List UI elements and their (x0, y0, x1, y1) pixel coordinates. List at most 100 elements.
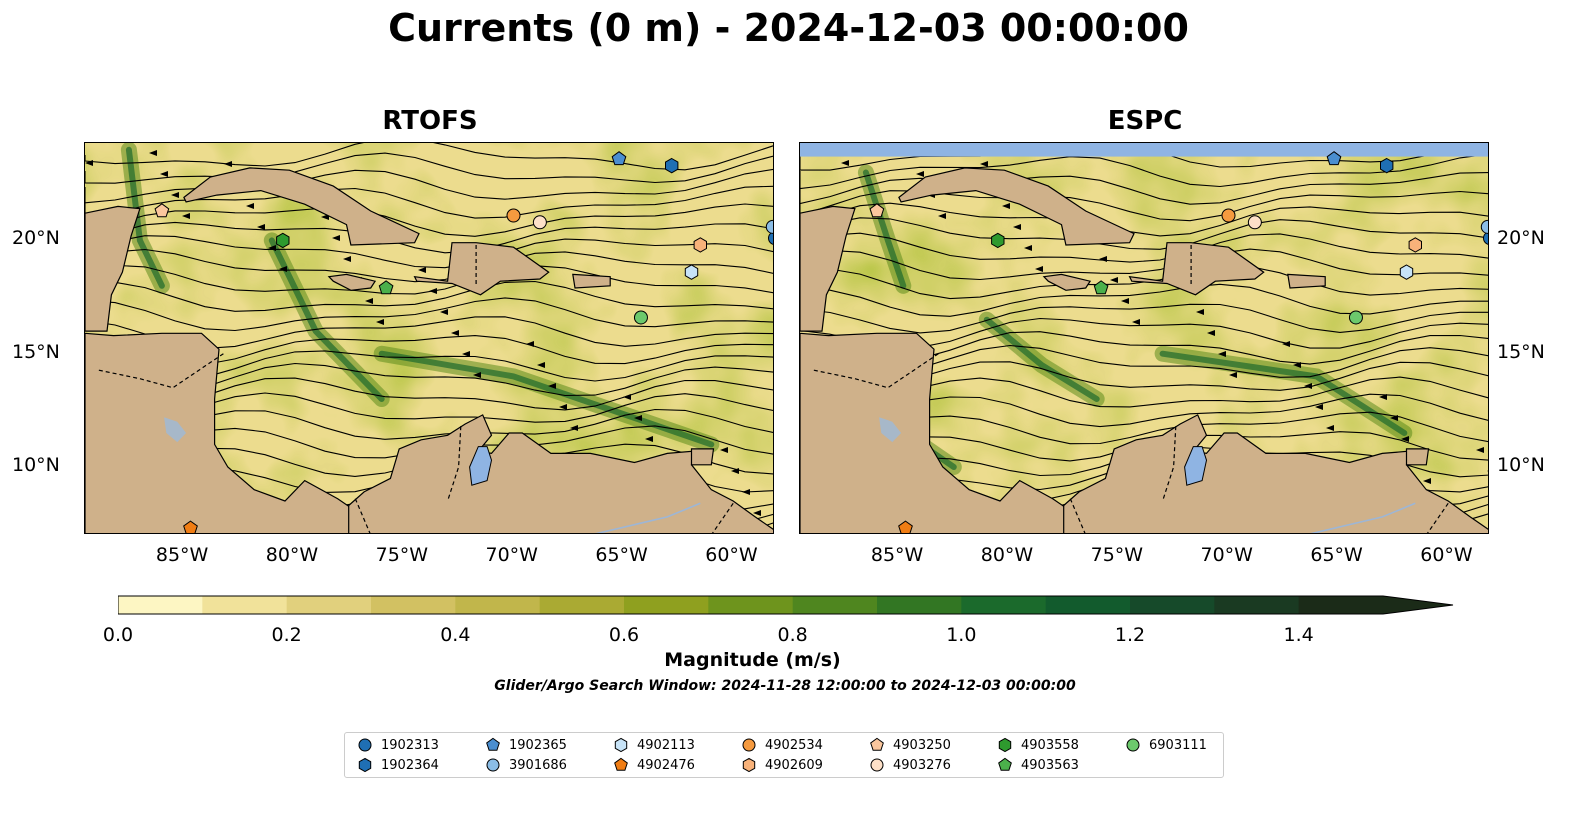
colorbar-segment (118, 596, 203, 614)
legend-label: 4903558 (1021, 737, 1079, 753)
float-legend: 1902313 1902364 1902365 3901686 4902113 49024… (344, 732, 1224, 778)
legend-label: 4902113 (637, 737, 695, 753)
colorbar-tick-label: 0.0 (102, 624, 134, 646)
lon-tick-label: 80°W (980, 544, 1034, 566)
float-marker-4902534 (1221, 208, 1236, 223)
lat-tick-label: 20°N (1497, 227, 1545, 250)
colorbar-segment (286, 596, 372, 614)
map-panel-rtofs (84, 142, 774, 534)
lon-tick-label: 70°W (485, 544, 538, 566)
legend-item: 6903111 (1125, 737, 1207, 753)
legend-label: 4903250 (893, 737, 951, 753)
legend-label: 4903276 (893, 757, 951, 773)
lat-tick-label: 10°N (12, 454, 60, 477)
colorbar-label: Magnitude (m/s) (664, 649, 841, 671)
lon-tick-label: 60°W (1420, 544, 1473, 566)
colorbar-segment (708, 596, 794, 614)
legend-marker-4902534 (742, 738, 756, 752)
legend-marker-1902313 (358, 738, 372, 752)
float-marker-4903563 (378, 280, 394, 295)
lon-tick-label: 85°W (155, 544, 209, 566)
lon-tick-label: 65°W (595, 544, 648, 566)
float-marker-4903276 (532, 215, 547, 230)
legend-label: 1902364 (381, 757, 439, 773)
legend-label: 3901686 (509, 757, 567, 773)
float-marker-1902365 (1326, 151, 1342, 166)
legend-item: 4902609 (741, 757, 823, 773)
colorbar-segment (961, 596, 1047, 614)
legend-item: 1902365 (485, 737, 567, 753)
colorbar-segment (792, 596, 878, 614)
float-marker-4902534 (506, 208, 521, 223)
float-marker-1902313 (1483, 231, 1488, 245)
lat-tick-label: 10°N (1497, 454, 1545, 477)
legend-item: 4903276 (869, 757, 951, 773)
legend-item: 4902476 (613, 757, 695, 773)
legend-item: 1902313 (357, 737, 439, 753)
panel-title-espc: ESPC (1107, 106, 1183, 136)
legend-marker-4902476 (614, 757, 628, 771)
colorbar-tick-label: 0.8 (777, 624, 808, 646)
float-marker-1902364 (665, 157, 679, 174)
lat-tick-label: 15°N (1497, 340, 1545, 363)
float-marker-4903276 (1247, 215, 1262, 230)
float-marker-4902609 (1408, 237, 1422, 253)
colorbar-segment (455, 596, 541, 614)
lon-tick-label: 75°W (1090, 544, 1144, 566)
legend-marker-1902364 (358, 757, 372, 773)
colorbar-tick-label: 0.4 (440, 624, 471, 646)
legend-label: 4903563 (1021, 757, 1079, 773)
float-marker-6903111 (633, 310, 648, 325)
legend-item: 4903250 (869, 737, 951, 753)
legend-item: 4903563 (997, 757, 1079, 773)
figure-title: Currents (0 m) - 2024-12-03 00:00:00 (388, 6, 1189, 50)
float-marker-4903250 (154, 203, 170, 218)
colorbar-segment (202, 596, 288, 614)
float-marker-4903250 (869, 203, 885, 218)
legend-marker-4903250 (870, 737, 884, 751)
float-marker-6903111 (1348, 310, 1363, 325)
colorbar-segment (1214, 596, 1300, 614)
legend-marker-4903563 (998, 757, 1012, 771)
legend-label: 4902476 (637, 757, 695, 773)
float-marker-3901686 (1480, 219, 1488, 234)
float-marker-4902113 (684, 264, 699, 280)
colorbar-tick-label: 1.2 (1114, 624, 1146, 646)
float-marker-1902365 (611, 151, 627, 166)
colorbar-segment (1298, 596, 1384, 614)
legend-item: 4902113 (613, 737, 695, 753)
lon-tick-label: 65°W (1310, 544, 1363, 566)
float-marker-4902476 (183, 520, 198, 533)
legend-label: 6903111 (1149, 737, 1207, 753)
map-panel-espc (799, 142, 1489, 534)
float-marker-4902113 (1399, 264, 1414, 280)
legend-label: 4902534 (765, 737, 823, 753)
colorbar-tick-label: 1.4 (1283, 624, 1314, 646)
legend-marker-3901686 (486, 758, 500, 772)
panel-title-rtofs: RTOFS (382, 106, 478, 136)
lon-tick-label: 75°W (375, 544, 429, 566)
legend-item: 4902534 (741, 737, 823, 753)
colorbar-tick-label: 0.6 (608, 624, 640, 646)
colorbar-tick-label: 0.2 (271, 624, 302, 646)
legend-marker-1902365 (486, 737, 500, 751)
float-marker-1902364 (1380, 157, 1394, 174)
legend-item: 3901686 (485, 757, 567, 773)
lon-tick-label: 60°W (705, 544, 758, 566)
float-marker-4903563 (1093, 280, 1109, 295)
legend-label: 4902609 (765, 757, 823, 773)
lat-tick-label: 20°N (12, 227, 60, 250)
lon-tick-label: 80°W (265, 544, 319, 566)
search-window-text: Glider/Argo Search Window: 2024-11-28 12… (494, 678, 1076, 694)
legend-label: 1902365 (509, 737, 567, 753)
legend-marker-4902609 (742, 757, 756, 773)
legend-marker-4902113 (614, 737, 628, 753)
colorbar-segment (1130, 596, 1215, 614)
lon-tick-label: 85°W (870, 544, 924, 566)
float-marker-3901686 (765, 219, 773, 234)
legend-item: 4903558 (997, 737, 1079, 753)
legend-marker-4903558 (998, 737, 1012, 753)
legend-marker-4903276 (870, 758, 884, 772)
float-marker-4902476 (898, 520, 913, 533)
colorbar (118, 595, 1454, 615)
